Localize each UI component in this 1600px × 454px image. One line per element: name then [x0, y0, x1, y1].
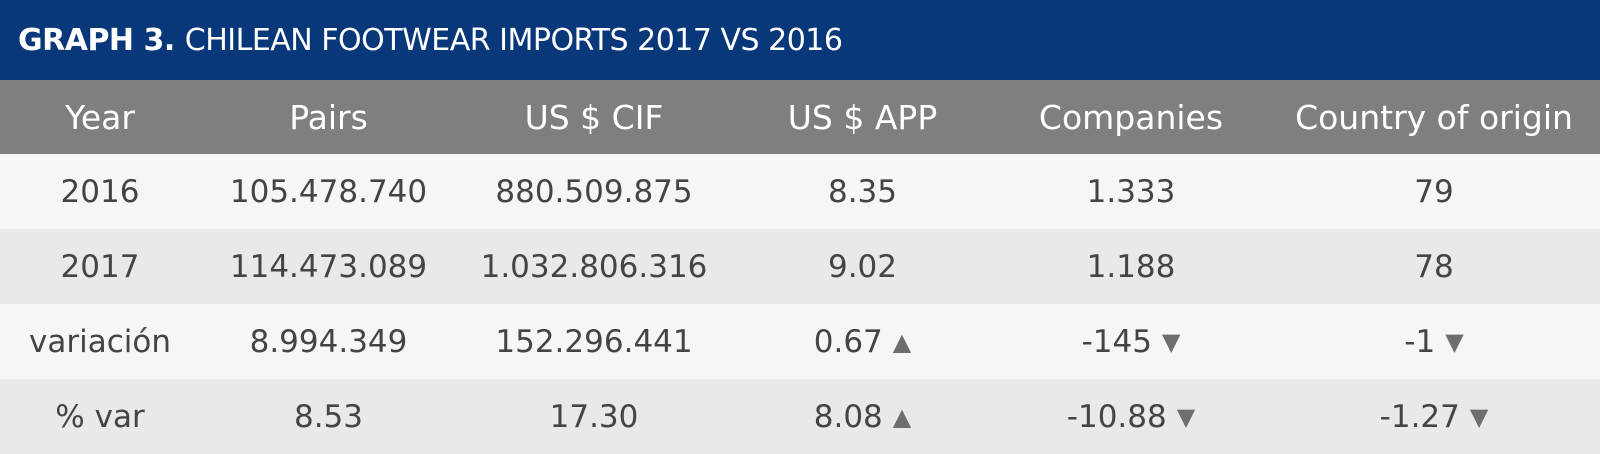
table-cell: 79	[1268, 154, 1600, 229]
table-cell: 114.473.089	[200, 229, 457, 304]
table-cell: 1.333	[994, 154, 1268, 229]
cell-value: -145	[1081, 323, 1152, 360]
cell-value: 1.188	[1086, 248, 1176, 285]
table-cell: 152.296.441	[457, 304, 731, 379]
table-cell: 9.02	[731, 229, 994, 304]
cell-value: % var	[55, 398, 145, 435]
table-row: 2016 105.478.740 880.509.875 8.35 1.333 79	[0, 154, 1600, 229]
cell-value: -1	[1404, 323, 1436, 360]
cell-value: 1.333	[1086, 173, 1176, 210]
chart-title: GRAPH 3. CHILEAN FOOTWEAR IMPORTS 2017 V…	[0, 0, 1600, 80]
table-row: % var 8.53 17.30 8.08 ▲ -10.88 ▼ -1.27 ▼	[0, 379, 1600, 454]
cell-value: 8.35	[827, 173, 898, 210]
cell-value: 79	[1414, 173, 1454, 210]
cell-value: 152.296.441	[495, 323, 693, 360]
table-cell: 0.67 ▲	[731, 304, 994, 379]
column-header: US $ CIF	[524, 97, 664, 137]
table-cell: 8.994.349	[200, 304, 457, 379]
column-header: US $ APP	[787, 97, 938, 137]
triangle-down-icon: ▼	[1161, 327, 1181, 356]
table-cell: -1 ▼	[1268, 304, 1600, 379]
cell-value: 105.478.740	[229, 173, 428, 210]
cell-value: 8.08	[813, 398, 883, 435]
table-row: 2017 114.473.089 1.032.806.316 9.02 1.188 78	[0, 229, 1600, 304]
cell-value: 0.67	[813, 323, 883, 360]
imports-table: Year Pairs US $ CIF US $ APP Companies C…	[0, 80, 1600, 454]
column-header: Year	[65, 97, 135, 137]
table-cell: -10.88 ▼	[994, 379, 1268, 454]
column-header: Pairs	[289, 97, 368, 137]
table-header-row: Year Pairs US $ CIF US $ APP Companies C…	[0, 80, 1600, 154]
cell-value: 17.30	[549, 398, 639, 435]
table-cell: 78	[1268, 229, 1600, 304]
table-cell: 1.188	[994, 229, 1268, 304]
cell-value: 2016	[60, 173, 140, 210]
cell-value: -1.27	[1379, 398, 1460, 435]
table-cell: % var	[0, 379, 200, 454]
column-header: Companies	[1038, 97, 1224, 137]
cell-value: 8.994.349	[249, 323, 408, 360]
cell-value: 114.473.089	[229, 248, 428, 285]
cell-value: variación	[29, 323, 171, 360]
cell-value: 880.509.875	[495, 173, 693, 210]
chart-title-label: GRAPH 3.	[18, 22, 175, 58]
table-body: 2016 105.478.740 880.509.875 8.35 1.333 79 201…	[0, 154, 1600, 454]
cell-value: 78	[1414, 248, 1454, 285]
table-cell: variación	[0, 304, 200, 379]
cell-value: 8.53	[293, 398, 364, 435]
table-cell: -145 ▼	[994, 304, 1268, 379]
triangle-down-icon: ▼	[1469, 402, 1489, 431]
table-row: variación 8.994.349 152.296.441 0.67 ▲ -145 ▼ -…	[0, 304, 1600, 379]
table-cell: 2016	[0, 154, 200, 229]
table-cell: 8.35	[731, 154, 994, 229]
column-header: Country of origin	[1295, 97, 1573, 137]
table-cell: 2017	[0, 229, 200, 304]
triangle-up-icon: ▲	[892, 327, 912, 356]
table-cell: 880.509.875	[457, 154, 731, 229]
cell-value: 1.032.806.316	[480, 248, 708, 285]
triangle-up-icon: ▲	[892, 402, 912, 431]
triangle-down-icon: ▼	[1176, 402, 1196, 431]
cell-value: 2017	[60, 248, 140, 285]
cell-value: 9.02	[827, 248, 898, 285]
table-cell: 1.032.806.316	[457, 229, 731, 304]
table-cell: 17.30	[457, 379, 731, 454]
chart-title-text: CHILEAN FOOTWEAR IMPORTS 2017 VS 2016	[184, 22, 843, 58]
table-cell: 105.478.740	[200, 154, 457, 229]
cell-value: -10.88	[1066, 398, 1167, 435]
table-cell: 8.53	[200, 379, 457, 454]
table-cell: 8.08 ▲	[731, 379, 994, 454]
table-cell: -1.27 ▼	[1268, 379, 1600, 454]
triangle-down-icon: ▼	[1445, 327, 1464, 356]
